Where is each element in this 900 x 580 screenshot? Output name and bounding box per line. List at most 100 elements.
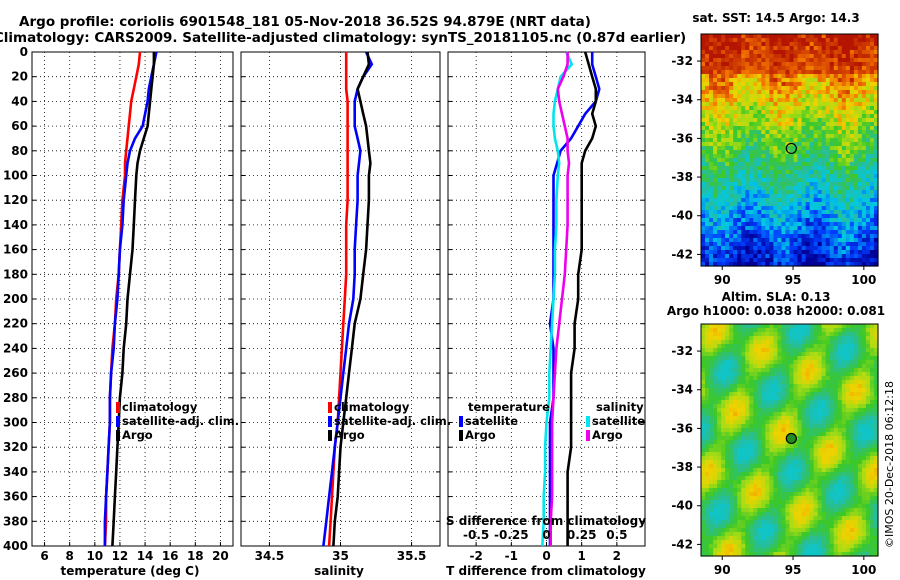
x-tick-label: -1 xyxy=(505,549,518,563)
map-y-tick-label: -32 xyxy=(671,54,693,68)
title-line-1: Argo profile: coriolis 6901548_181 05-No… xyxy=(19,14,591,30)
map-y-tick-label: -40 xyxy=(671,209,693,223)
depth-tick-label: 340 xyxy=(3,465,28,479)
depth-tick-label: 200 xyxy=(3,292,28,306)
diff-legend-temp-title: temperature xyxy=(468,400,550,414)
temp-legend-2-label: Argo xyxy=(122,428,153,442)
depth-tick-label: 0 xyxy=(20,45,28,59)
x-tick-label: 35 xyxy=(332,549,349,563)
x-tick-label: 8 xyxy=(66,549,74,563)
series-line-argo xyxy=(332,51,372,547)
map-x-tick-label: 90 xyxy=(714,563,731,577)
map-y-tick-label: -42 xyxy=(671,537,693,551)
sst-cells xyxy=(701,34,879,267)
sal-legend-1-swatch xyxy=(328,416,332,427)
diff-legend-t-argo-label: Argo xyxy=(465,428,496,442)
diff-legend-t-argo-swatch xyxy=(459,430,463,441)
sdiff-xlabel: S difference from climatology xyxy=(446,514,646,528)
series-line-s-satellite xyxy=(541,51,574,547)
tdiff-xlabel: T difference from climatology xyxy=(446,564,646,578)
map-y-tick-label: -38 xyxy=(671,460,693,474)
depth-tick-label: 400 xyxy=(3,539,28,553)
sal-legend-0-swatch xyxy=(328,402,332,413)
imos-stamp: ©IMOS 20-Dec-2018 06:12:18 xyxy=(883,381,896,548)
panel-frame xyxy=(240,51,441,547)
panel-frame xyxy=(31,51,234,547)
map-y-tick-label: -32 xyxy=(671,344,693,358)
s-tick-label: 0.25 xyxy=(567,528,597,542)
x-tick-label: 34.5 xyxy=(255,549,285,563)
sla-map-title-2: Argo h1000: 0.038 h2000: 0.081 xyxy=(667,304,885,318)
depth-tick-label: 120 xyxy=(3,193,28,207)
s-tick-label: 0.5 xyxy=(606,528,627,542)
depth-tick-label: 20 xyxy=(11,70,28,84)
sla-map-frame xyxy=(700,323,879,557)
depth-tick-label: 80 xyxy=(11,144,28,158)
salinity-xlabel: salinity xyxy=(314,564,364,578)
x-tick-label: 20 xyxy=(212,549,229,563)
temp-legend-0-label: climatology xyxy=(122,400,198,414)
map-y-tick-label: -36 xyxy=(671,421,693,435)
sal-legend-0-label: climatology xyxy=(334,400,410,414)
x-tick-label: -2 xyxy=(469,549,482,563)
series-line-t-satellite xyxy=(548,52,601,546)
depth-tick-label: 180 xyxy=(3,267,28,281)
diff-legend-s-argo-label: Argo xyxy=(592,428,623,442)
argo-location-marker xyxy=(785,432,797,445)
x-tick-label: 1 xyxy=(577,549,585,563)
depth-tick-label: 260 xyxy=(3,366,28,380)
map-y-tick-label: -42 xyxy=(671,247,693,261)
series-line-climatology xyxy=(103,51,142,547)
series-line-s-argo xyxy=(549,52,571,546)
diff-legend-s-sat-swatch xyxy=(586,416,590,427)
panel-frame xyxy=(447,51,646,547)
argo-location-marker xyxy=(785,142,797,155)
map-x-tick-label: 100 xyxy=(851,563,876,577)
diff-legend-t-sat-swatch xyxy=(459,416,463,427)
x-tick-label: 35.5 xyxy=(397,549,427,563)
x-tick-label: 10 xyxy=(86,549,103,563)
title-line-2: Climatology: CARS2009. Satellite-adjuste… xyxy=(0,30,686,46)
s-tick-label: 0 xyxy=(542,528,550,542)
depth-tick-label: 160 xyxy=(3,243,28,257)
diff-legend-s-argo-swatch xyxy=(586,430,590,441)
depth-tick-label: 100 xyxy=(3,169,28,183)
series-line-satellite-adj-clim- xyxy=(322,51,374,547)
s-tick-label: -0.25 xyxy=(494,528,529,542)
depth-tick-label: 140 xyxy=(3,218,28,232)
map-x-tick-label: 100 xyxy=(851,273,876,287)
sal-legend-1-label: satellite-adj. clim. xyxy=(334,414,451,428)
depth-tick-label: 360 xyxy=(3,490,28,504)
temp-legend-0-swatch xyxy=(116,402,120,413)
depth-tick-label: 60 xyxy=(11,119,28,133)
depth-tick-label: 40 xyxy=(11,94,28,108)
temp-legend-2-swatch xyxy=(116,430,120,441)
x-tick-label: 16 xyxy=(162,549,179,563)
x-tick-label: 0 xyxy=(542,549,550,563)
s-tick-label: -0.5 xyxy=(463,528,489,542)
series-line-argo xyxy=(111,52,156,547)
map-x-tick-label: 95 xyxy=(785,273,802,287)
depth-tick-label: 320 xyxy=(3,440,28,454)
x-tick-label: 12 xyxy=(112,549,129,563)
depth-tick-label: 240 xyxy=(3,341,28,355)
map-y-tick-label: -34 xyxy=(671,93,693,107)
temperature-panel: 6 8 10 12 14 16 18 2002040608010012014016018020… xyxy=(3,45,239,563)
map-x-tick-label: 95 xyxy=(785,563,802,577)
series-line-t-argo xyxy=(566,51,598,546)
depth-tick-label: 380 xyxy=(3,514,28,528)
diff-legend-s-sat-label: satellite xyxy=(592,414,645,428)
sla-map-panel: Altim. SLA: 0.13 Argo h1000: 0.038 h2000… xyxy=(667,290,885,577)
temp-legend-1-swatch xyxy=(116,416,120,427)
sst-map-title: sat. SST: 14.5 Argo: 14.3 xyxy=(692,11,859,25)
series-line-satellite-adj-clim- xyxy=(103,51,158,546)
map-y-tick-label: -40 xyxy=(671,499,693,513)
depth-tick-label: 300 xyxy=(3,416,28,430)
x-tick-label: 14 xyxy=(137,549,154,563)
sst-map-panel: sat. SST: 14.5 Argo: 14.3 -32 -34 -36 -38 -4… xyxy=(671,11,879,287)
x-tick-label: 18 xyxy=(187,549,204,563)
temperature-xlabel: temperature (deg C) xyxy=(61,564,200,578)
depth-tick-label: 220 xyxy=(3,317,28,331)
map-y-tick-label: -36 xyxy=(671,131,693,145)
